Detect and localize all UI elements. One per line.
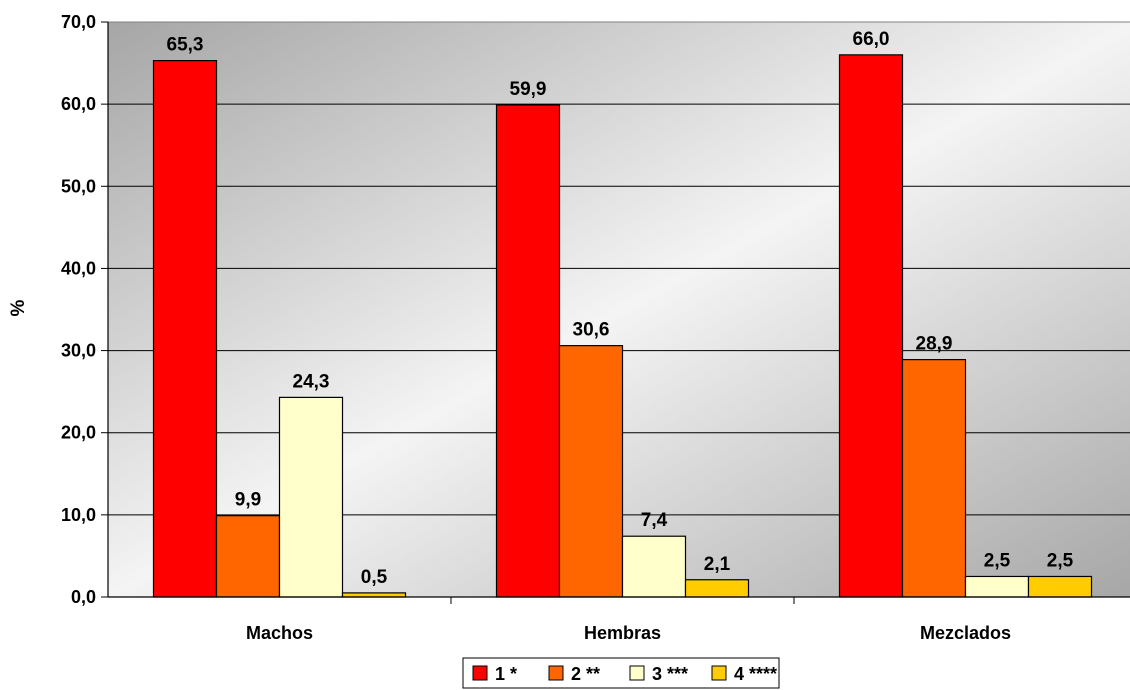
- legend-entry: 2 **: [571, 664, 600, 684]
- y-tick-label: 60,0: [61, 94, 96, 114]
- data-label: 2,5: [984, 550, 1011, 571]
- axes: [101, 21, 1130, 604]
- legend-swatch: [711, 665, 727, 681]
- data-label: 28,9: [916, 334, 953, 355]
- data-labels: 65,3 9,9 24,3 0,5 59,9 30,6 7,4 2,1 66,0 28,9 2,5 2…: [167, 29, 1074, 588]
- data-label: 9,9: [235, 490, 261, 511]
- legend: 1 * 2 ** 3 *** 4 ****: [462, 657, 780, 689]
- y-tick-label: 30,0: [61, 341, 96, 361]
- x-category-label: Hembras: [584, 623, 661, 643]
- data-label: 30,6: [573, 320, 610, 341]
- data-label: 0,5: [361, 567, 388, 588]
- y-tick-label: 40,0: [61, 258, 96, 278]
- x-category-labels: Machos Hembras Mezclados: [246, 623, 1011, 643]
- y-tick-label: 10,0: [61, 505, 96, 525]
- bar: [278, 396, 344, 598]
- bar: [215, 515, 281, 598]
- bar: [495, 104, 561, 598]
- data-label: 66,0: [853, 29, 890, 50]
- y-tick-label: 0,0: [71, 587, 96, 607]
- data-label: 65,3: [167, 35, 204, 56]
- bar: [838, 54, 904, 598]
- legend-swatch: [472, 665, 488, 681]
- data-label: 7,4: [641, 510, 668, 531]
- data-label: 2,5: [1047, 550, 1074, 571]
- data-label: 59,9: [510, 79, 547, 100]
- data-label: 2,1: [704, 554, 731, 575]
- bar: [341, 592, 407, 598]
- legend-entry: 3 ***: [652, 664, 688, 684]
- bar: [558, 345, 624, 598]
- y-axis-label: %: [8, 299, 29, 316]
- y-tick-label: 20,0: [61, 423, 96, 443]
- legend-swatch: [629, 665, 645, 681]
- bar: [901, 359, 967, 598]
- bar: [964, 575, 1030, 598]
- bar: [621, 535, 687, 598]
- x-category-label: Mezclados: [920, 623, 1011, 643]
- y-tick-label: 50,0: [61, 176, 96, 196]
- legend-entry: 1 *: [495, 664, 517, 684]
- bar: [1027, 575, 1093, 598]
- legend-swatch: [548, 665, 564, 681]
- y-tick-labels: 0,0 10,0 20,0 30,0 40,0 50,0 60,0 70,0: [61, 12, 96, 607]
- data-label: 24,3: [293, 371, 330, 392]
- bar: [684, 579, 750, 598]
- bar: [152, 60, 218, 598]
- legend-entry: 4 ****: [734, 664, 777, 684]
- y-tick-label: 70,0: [61, 12, 96, 32]
- x-category-label: Machos: [246, 623, 313, 643]
